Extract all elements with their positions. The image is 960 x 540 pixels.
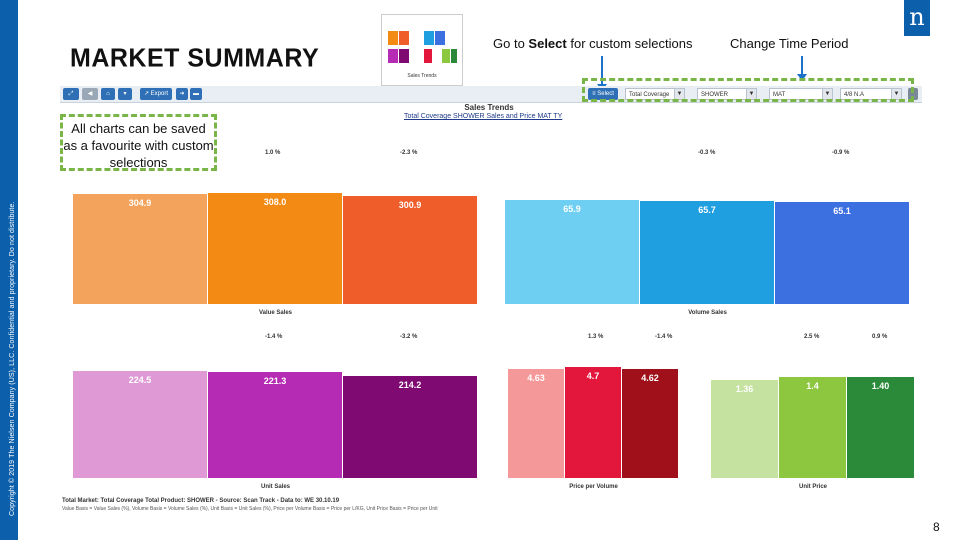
- value-sales-bar[interactable]: 300.9: [343, 196, 477, 304]
- value-sales-bar-value: 304.9: [128, 198, 152, 208]
- nielsen-logo: n: [904, 0, 930, 36]
- select-highlight-frame: [582, 78, 914, 102]
- fit-icon[interactable]: ⤢: [63, 88, 79, 100]
- coverage-value: Total Coverage: [629, 92, 670, 98]
- page-number: 8: [933, 520, 940, 534]
- footer-source: Total Market: Total Coverage Total Produ…: [62, 498, 340, 504]
- period-value: MAT: [773, 92, 786, 98]
- price-per-volume-bar-value: 4.7: [586, 371, 600, 381]
- arrow-to-period-icon: [797, 56, 807, 81]
- volume-sales-bar-value: 65.1: [833, 206, 851, 216]
- unit-price-axis-label: Unit Price: [798, 484, 827, 490]
- unit-price-bar[interactable]: 1.36: [711, 380, 778, 478]
- select-button[interactable]: ≡ Select: [588, 88, 618, 100]
- value-sales-change-label: 1.0 %: [265, 150, 281, 156]
- time-period-hint: Change Time Period: [730, 36, 849, 51]
- volume-sales-bar[interactable]: 65.1: [775, 202, 909, 304]
- select-hint: Go to Select for custom selections: [493, 36, 693, 51]
- unit-price-bar[interactable]: 1.40: [847, 377, 914, 478]
- value-sales-change-label: -2.3 %: [400, 150, 418, 156]
- value-sales-axis-label: Value Sales: [258, 310, 293, 316]
- volume-sales-bar[interactable]: 65.9: [505, 200, 639, 304]
- forward-icon[interactable]: ➜: [176, 88, 188, 100]
- report-toolbar: ⤢ ◀ ⌂ ▾ ↗ Export ➜ ▬ ≡ Select Total Cove…: [60, 86, 922, 103]
- product-dropdown[interactable]: SHOWER ▼: [697, 88, 757, 100]
- volume-sales-axis-label: Volume Sales: [688, 310, 727, 316]
- thumbnail-preview: [388, 31, 457, 63]
- report-thumbnail[interactable]: Sales Trends: [381, 14, 463, 86]
- value-sales-bar-value: 308.0: [263, 197, 287, 207]
- price-per-volume-change-label: 1.3 %: [588, 334, 604, 340]
- home-icon[interactable]: ⌂: [101, 88, 115, 100]
- select-label: Select: [597, 91, 614, 97]
- footer-basis: Value Basis = Value Sales (%), Volume Ba…: [62, 506, 438, 512]
- unit-sales-axis-label: Unit Sales: [260, 484, 290, 490]
- price-per-volume-bar-value: 4.63: [527, 373, 545, 383]
- volume-sales-change-label: -0.3 %: [698, 150, 716, 156]
- product-value: SHOWER: [701, 92, 728, 98]
- unit-sales-bar[interactable]: 214.2: [343, 376, 477, 478]
- left-brand-bar: [0, 0, 18, 540]
- export-button[interactable]: ↗ Export: [140, 88, 172, 100]
- price-per-volume-axis-label: Price per Volume: [569, 484, 618, 490]
- favourite-note: All charts can be saved as a favourite w…: [60, 114, 217, 171]
- unit-sales-change-label: -3.2 %: [400, 334, 418, 340]
- measure-value: 4/8 N.A: [844, 92, 865, 98]
- filter-icon[interactable]: ▾: [118, 88, 132, 100]
- chevron-down-icon: ▼: [674, 89, 684, 99]
- thumbnail-caption: Sales Trends: [407, 73, 437, 79]
- price-per-volume-bar[interactable]: 4.7: [565, 367, 621, 478]
- price-per-volume-bar[interactable]: 4.62: [622, 369, 678, 478]
- unit-sales-bar-value: 221.3: [263, 376, 287, 386]
- unit-sales-bar-value: 224.5: [128, 375, 152, 385]
- unit-price-bar-value: 1.4: [806, 381, 819, 391]
- value-sales-bar-value: 300.9: [398, 200, 422, 210]
- chevron-down-icon: ▼: [891, 89, 901, 99]
- unit-sales-bar[interactable]: 224.5: [73, 371, 207, 478]
- chevron-down-icon: ▼: [822, 89, 832, 99]
- export-label: Export: [150, 91, 169, 97]
- unit-price-bar-value: 1.36: [735, 384, 754, 394]
- chevron-down-icon: ▼: [746, 89, 756, 99]
- volume-sales-bar-value: 65.9: [563, 204, 581, 214]
- unit-price-bar[interactable]: 1.4: [779, 377, 846, 478]
- price-per-volume-bar[interactable]: 4.63: [508, 369, 564, 478]
- volume-sales-bar[interactable]: 65.7: [640, 201, 774, 304]
- unit-sales-change-label: -1.4 %: [265, 334, 283, 340]
- page-title: MARKET SUMMARY: [70, 43, 320, 73]
- unit-price-change-label: 2.5 %: [804, 334, 820, 340]
- unit-sales-bar[interactable]: 221.3: [208, 372, 342, 478]
- back-icon[interactable]: ◀: [82, 88, 98, 100]
- unit-sales-bar-value: 214.2: [398, 380, 422, 390]
- folder-icon[interactable]: ▬: [190, 88, 202, 100]
- chart-subtitle[interactable]: Total Coverage SHOWER Sales and Price MA…: [404, 113, 563, 120]
- chart-title: Sales Trends: [464, 103, 514, 112]
- value-sales-bar[interactable]: 304.9: [73, 194, 207, 304]
- copyright-text: Copyright © 2019 The Nielsen Company (US…: [9, 201, 16, 517]
- volume-sales-bar-value: 65.7: [698, 205, 716, 215]
- price-per-volume-bar-value: 4.62: [641, 373, 659, 383]
- price-per-volume-change-label: -1.4 %: [655, 334, 673, 340]
- unit-price-bar-value: 1.40: [871, 381, 890, 391]
- unit-price-change-label: 0.9 %: [872, 334, 888, 340]
- value-sales-bar[interactable]: 308.0: [208, 193, 342, 304]
- chart-header: Sales Trends Total Coverage SHOWER Sales…: [404, 103, 604, 120]
- volume-sales-change-label: -0.9 %: [832, 150, 850, 156]
